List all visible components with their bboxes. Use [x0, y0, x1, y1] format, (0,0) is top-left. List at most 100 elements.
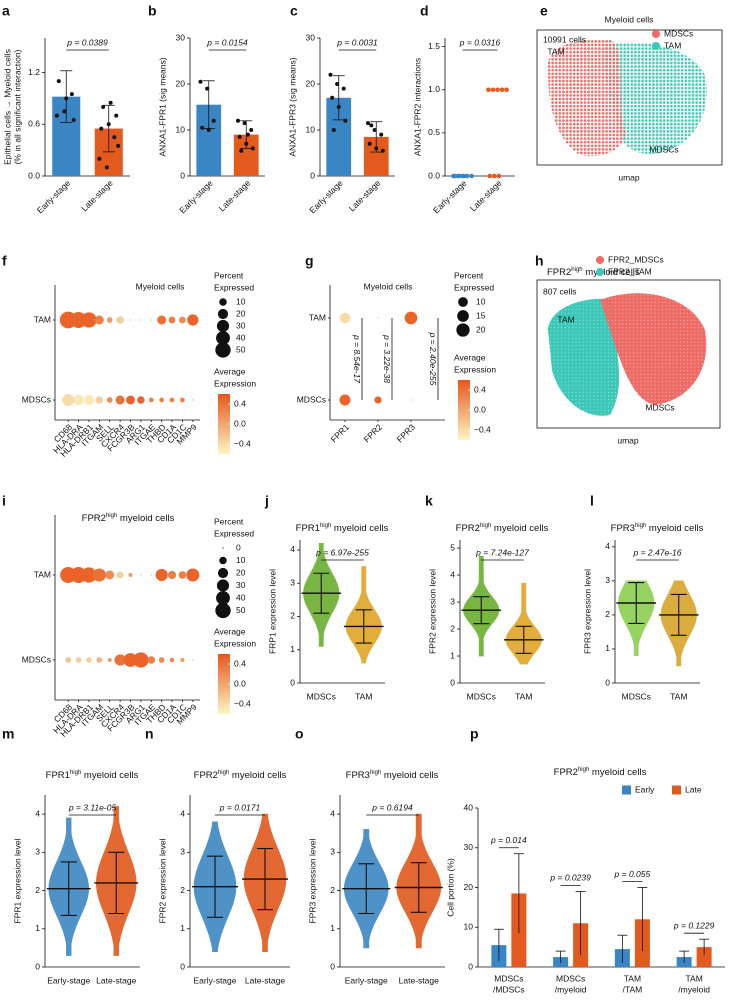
y-tick-label: 0 — [35, 961, 40, 971]
panel-letter: j — [264, 493, 269, 509]
data-point — [56, 79, 61, 84]
p-value: p = 0.0389 — [66, 37, 108, 47]
data-point — [499, 87, 505, 93]
expression-dot — [81, 567, 97, 583]
x-tick-label: Late-stage — [347, 178, 383, 214]
size-key-label: 20 — [476, 324, 486, 334]
panel-title: FPR2high myeloid cells — [456, 523, 549, 534]
expression-dot — [150, 574, 152, 576]
p-value: p = 2.47e-16 — [633, 547, 682, 557]
y-tick-label: 4 — [290, 544, 295, 554]
color-tick-label: −0.4 — [234, 438, 251, 448]
title-part: myeloid cells — [491, 523, 548, 534]
title-part: myeloid cells — [229, 770, 286, 781]
y-tick-label: 4 — [605, 541, 610, 551]
data-point — [106, 122, 111, 127]
title-part: high — [578, 767, 589, 773]
x-tick-label: Late-stage — [96, 975, 136, 985]
y-tick-label: 1 — [605, 643, 610, 653]
row-label: TAM — [309, 312, 326, 322]
y-tick-label: 0.5 — [428, 127, 440, 137]
y-tick-label: 3 — [605, 575, 610, 585]
size-key-label: 20 — [236, 308, 246, 318]
legend-swatch — [672, 785, 681, 795]
p-value: p = 7.24e-127 — [475, 547, 529, 557]
size-key-label: 30 — [236, 580, 246, 590]
data-point — [457, 173, 462, 179]
expression-dot — [374, 396, 382, 404]
p-value: p = 0.0239 — [549, 873, 591, 883]
size-key-label: 10 — [236, 296, 246, 306]
expression-dot — [147, 656, 156, 664]
title-part: FPR3 — [346, 770, 370, 781]
expression-dot — [148, 397, 154, 403]
y-axis-label: FPR1 expression level — [12, 838, 22, 923]
panel-letter: o — [295, 726, 304, 742]
expression-dot — [92, 568, 106, 582]
data-point — [336, 105, 341, 109]
panel-title: Myeloid cells — [605, 14, 654, 24]
legend-swatch — [622, 785, 631, 795]
panel-letter: b — [148, 3, 157, 19]
panel-title: FPR2high myeloid cells — [554, 767, 647, 778]
expression-dot — [157, 315, 167, 325]
data-point — [71, 117, 76, 122]
row-label: MDSCs — [22, 654, 51, 664]
data-point — [464, 173, 470, 179]
title-part: myeloid cells — [117, 513, 174, 524]
size-key — [219, 298, 227, 306]
y-tick-label: 0 — [290, 677, 295, 687]
panel-letter: a — [2, 3, 10, 19]
y-axis-label: ANXA1-FPR2 interactions — [412, 58, 422, 156]
size-key — [217, 567, 229, 579]
expression-dot — [94, 315, 104, 325]
title-part: myeloid cells — [331, 523, 388, 534]
legend-label: TAM — [664, 40, 681, 50]
y-tick-label: 0.0 — [428, 170, 440, 180]
color-tick-label: −0.4 — [474, 424, 491, 434]
data-point — [69, 92, 74, 97]
x-tick-label: Early-stage — [177, 178, 215, 216]
panel-letter: k — [425, 493, 433, 509]
y-tick-label: 2 — [450, 623, 455, 633]
y-tick-label: 20 — [176, 78, 186, 88]
x-tick-label: /TAM — [623, 984, 643, 994]
expression-dot — [75, 657, 82, 663]
data-point — [104, 165, 109, 170]
data-point — [54, 113, 59, 118]
data-point — [374, 146, 379, 151]
x-tick-label: TAM — [355, 691, 372, 701]
data-point — [492, 173, 497, 179]
y-tick-label: 3 — [180, 847, 185, 857]
expression-dot — [65, 657, 72, 663]
title-part: FPR1 — [296, 523, 320, 534]
color-tick-label: 0.4 — [234, 658, 246, 668]
x-tick-label: Early-stage — [35, 178, 73, 216]
expression-dot — [186, 568, 200, 582]
data-point — [331, 128, 336, 132]
cell-count: 10991 cells — [543, 34, 586, 44]
x-axis-label: umap — [617, 435, 639, 445]
expression-dot — [133, 652, 149, 668]
y-tick-label: 5 — [450, 542, 455, 552]
expression-dot — [83, 394, 95, 406]
y-tick-label: 1 — [330, 923, 335, 933]
color-tick-label: 0.0 — [474, 404, 486, 414]
data-point — [200, 125, 205, 130]
panel-title: FPR3high myeloid cells — [346, 770, 439, 781]
y-axis-label: Cell portion (%) — [445, 858, 455, 917]
y-tick-label: 1.2 — [28, 67, 40, 77]
size-key — [216, 331, 230, 345]
expression-dot — [180, 397, 185, 403]
y-tick-label: 20 — [306, 78, 316, 88]
y-axis-label: FPR3 expression level — [582, 569, 592, 654]
title-part: high — [480, 523, 491, 529]
legend-label: Late — [685, 784, 702, 794]
cell-cloud — [547, 39, 626, 157]
y-axis-label: FPR3 expression level — [307, 838, 317, 923]
expression-dot — [106, 397, 113, 403]
y-tick-label: 1 — [290, 644, 295, 654]
p-value: p = 0.055 — [614, 869, 651, 879]
legend-marker — [596, 256, 604, 264]
